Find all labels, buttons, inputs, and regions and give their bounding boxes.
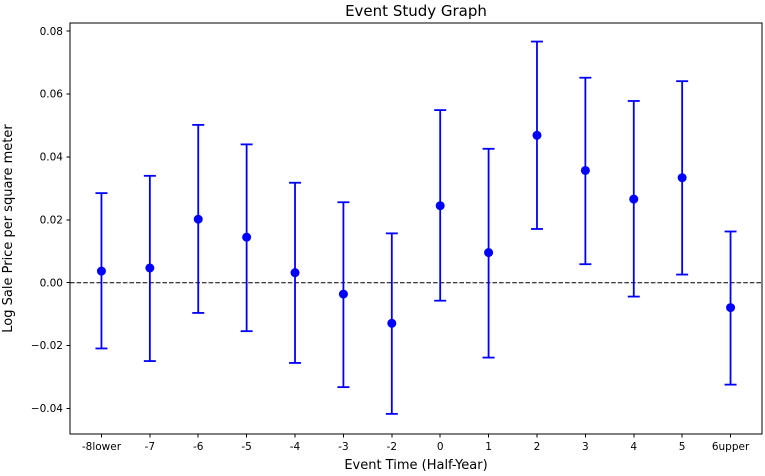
data-point-marker <box>387 318 397 328</box>
data-point-marker <box>484 248 494 258</box>
chart-title: Event Study Graph <box>345 2 487 20</box>
x-tick-label: -5 <box>241 441 251 453</box>
data-point-marker <box>242 232 252 242</box>
data-point-marker <box>96 266 106 276</box>
y-tick-label: 0.02 <box>40 214 63 226</box>
errorbar-group <box>482 147 495 359</box>
y-tick-label: 0.00 <box>40 277 63 289</box>
y-axis-label: Log Sale Price per square meter <box>1 124 16 333</box>
x-tick-label: 5 <box>679 441 686 453</box>
x-tick-label: -2 <box>387 441 397 453</box>
x-tick-label: -6 <box>193 441 204 453</box>
data-point-marker <box>145 263 155 273</box>
data-point-marker <box>193 214 203 224</box>
errorbar-group <box>192 123 205 314</box>
x-tick-label: -7 <box>145 441 155 453</box>
x-tick-label: 1 <box>485 441 492 453</box>
data-point-marker <box>580 165 590 175</box>
data-point-marker <box>677 173 687 183</box>
data-point-marker <box>338 289 348 299</box>
x-tick-label: -8lower <box>82 441 122 453</box>
errorbar-group <box>579 76 592 266</box>
y-tick-label: 0.06 <box>40 89 64 101</box>
errorbar-group <box>627 100 640 298</box>
y-tick-label: 0.04 <box>40 152 64 164</box>
x-tick-label: 0 <box>437 441 444 453</box>
errorbar-group <box>676 80 689 276</box>
errorbar-group <box>337 201 350 389</box>
data-point-marker <box>532 130 542 140</box>
x-tick-label: 4 <box>630 441 637 453</box>
errorbar-group <box>95 192 108 350</box>
axes-spines-layer <box>69 22 763 435</box>
data-point-marker <box>726 303 736 313</box>
y-tick-label: 0.08 <box>40 26 63 38</box>
errorbar-group <box>724 230 737 386</box>
data-point-marker <box>629 194 639 204</box>
errorbar-group <box>530 40 543 230</box>
errorbar-group <box>434 109 447 302</box>
errorbar-group <box>385 232 398 415</box>
ticks-layer: 0.08 0.06 0.04 0.02 0.00 −0.02 −0.04 -8lower -7 -… <box>31 26 750 453</box>
errorbar-series-layer <box>95 40 737 415</box>
x-tick-label: 3 <box>582 441 589 453</box>
y-tick-label: −0.02 <box>31 340 63 352</box>
x-tick-label: -3 <box>338 441 348 453</box>
x-tick-label: 2 <box>534 441 541 453</box>
data-point-marker <box>290 268 300 278</box>
errorbar-group <box>289 181 302 364</box>
data-point-marker <box>435 201 445 211</box>
x-tick-label: 6upper <box>712 441 750 453</box>
y-tick-label: −0.04 <box>31 403 63 415</box>
errorbar-group <box>143 174 156 362</box>
x-axis-label: Event Time (Half-Year) <box>344 458 487 473</box>
errorbar-group <box>240 143 253 333</box>
x-tick-label: -4 <box>290 441 301 453</box>
plot-border <box>69 22 763 435</box>
